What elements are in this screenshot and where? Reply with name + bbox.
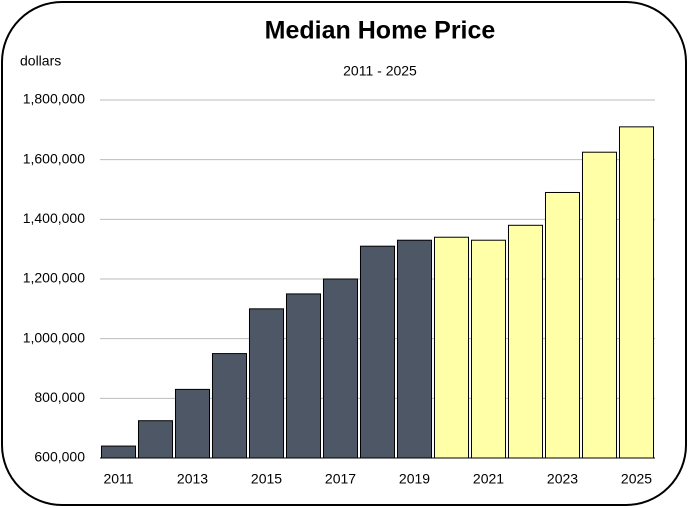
y-tick-label: 1,800,000 [23, 91, 85, 107]
bar [470, 239, 507, 459]
bar [618, 126, 655, 459]
x-tick-label: 2011 [103, 471, 133, 487]
bar [248, 308, 285, 459]
bar [322, 278, 359, 459]
y-axis-label: dollars [20, 53, 61, 69]
bar [285, 293, 322, 459]
x-tick-label: 2019 [399, 471, 430, 487]
bar [359, 245, 396, 459]
y-tick-label: 600,000 [34, 449, 85, 465]
x-tick-label: 2025 [621, 471, 652, 487]
x-tick-label: 2015 [251, 471, 282, 487]
y-tick-label: 1,400,000 [23, 210, 85, 226]
bar [137, 420, 174, 459]
bar [581, 151, 618, 459]
x-tick-label: 2021 [473, 471, 504, 487]
x-tick-label: 2017 [325, 471, 356, 487]
y-tick-label: 800,000 [34, 389, 85, 405]
x-tick-label: 2023 [547, 471, 578, 487]
bar [396, 239, 433, 459]
x-tick-label: 2013 [177, 471, 208, 487]
bar [544, 191, 581, 459]
y-tick-label: 1,600,000 [23, 150, 85, 166]
chart-subtitle: 2011 - 2025 [343, 63, 417, 79]
y-tick-label: 1,000,000 [23, 329, 85, 345]
chart-title: Median Home Price [265, 17, 496, 45]
bar [433, 236, 470, 459]
y-tick-label: 1,200,000 [23, 270, 85, 286]
bar [174, 388, 211, 459]
bar [100, 445, 137, 459]
bar [507, 224, 544, 459]
bar [211, 353, 248, 459]
